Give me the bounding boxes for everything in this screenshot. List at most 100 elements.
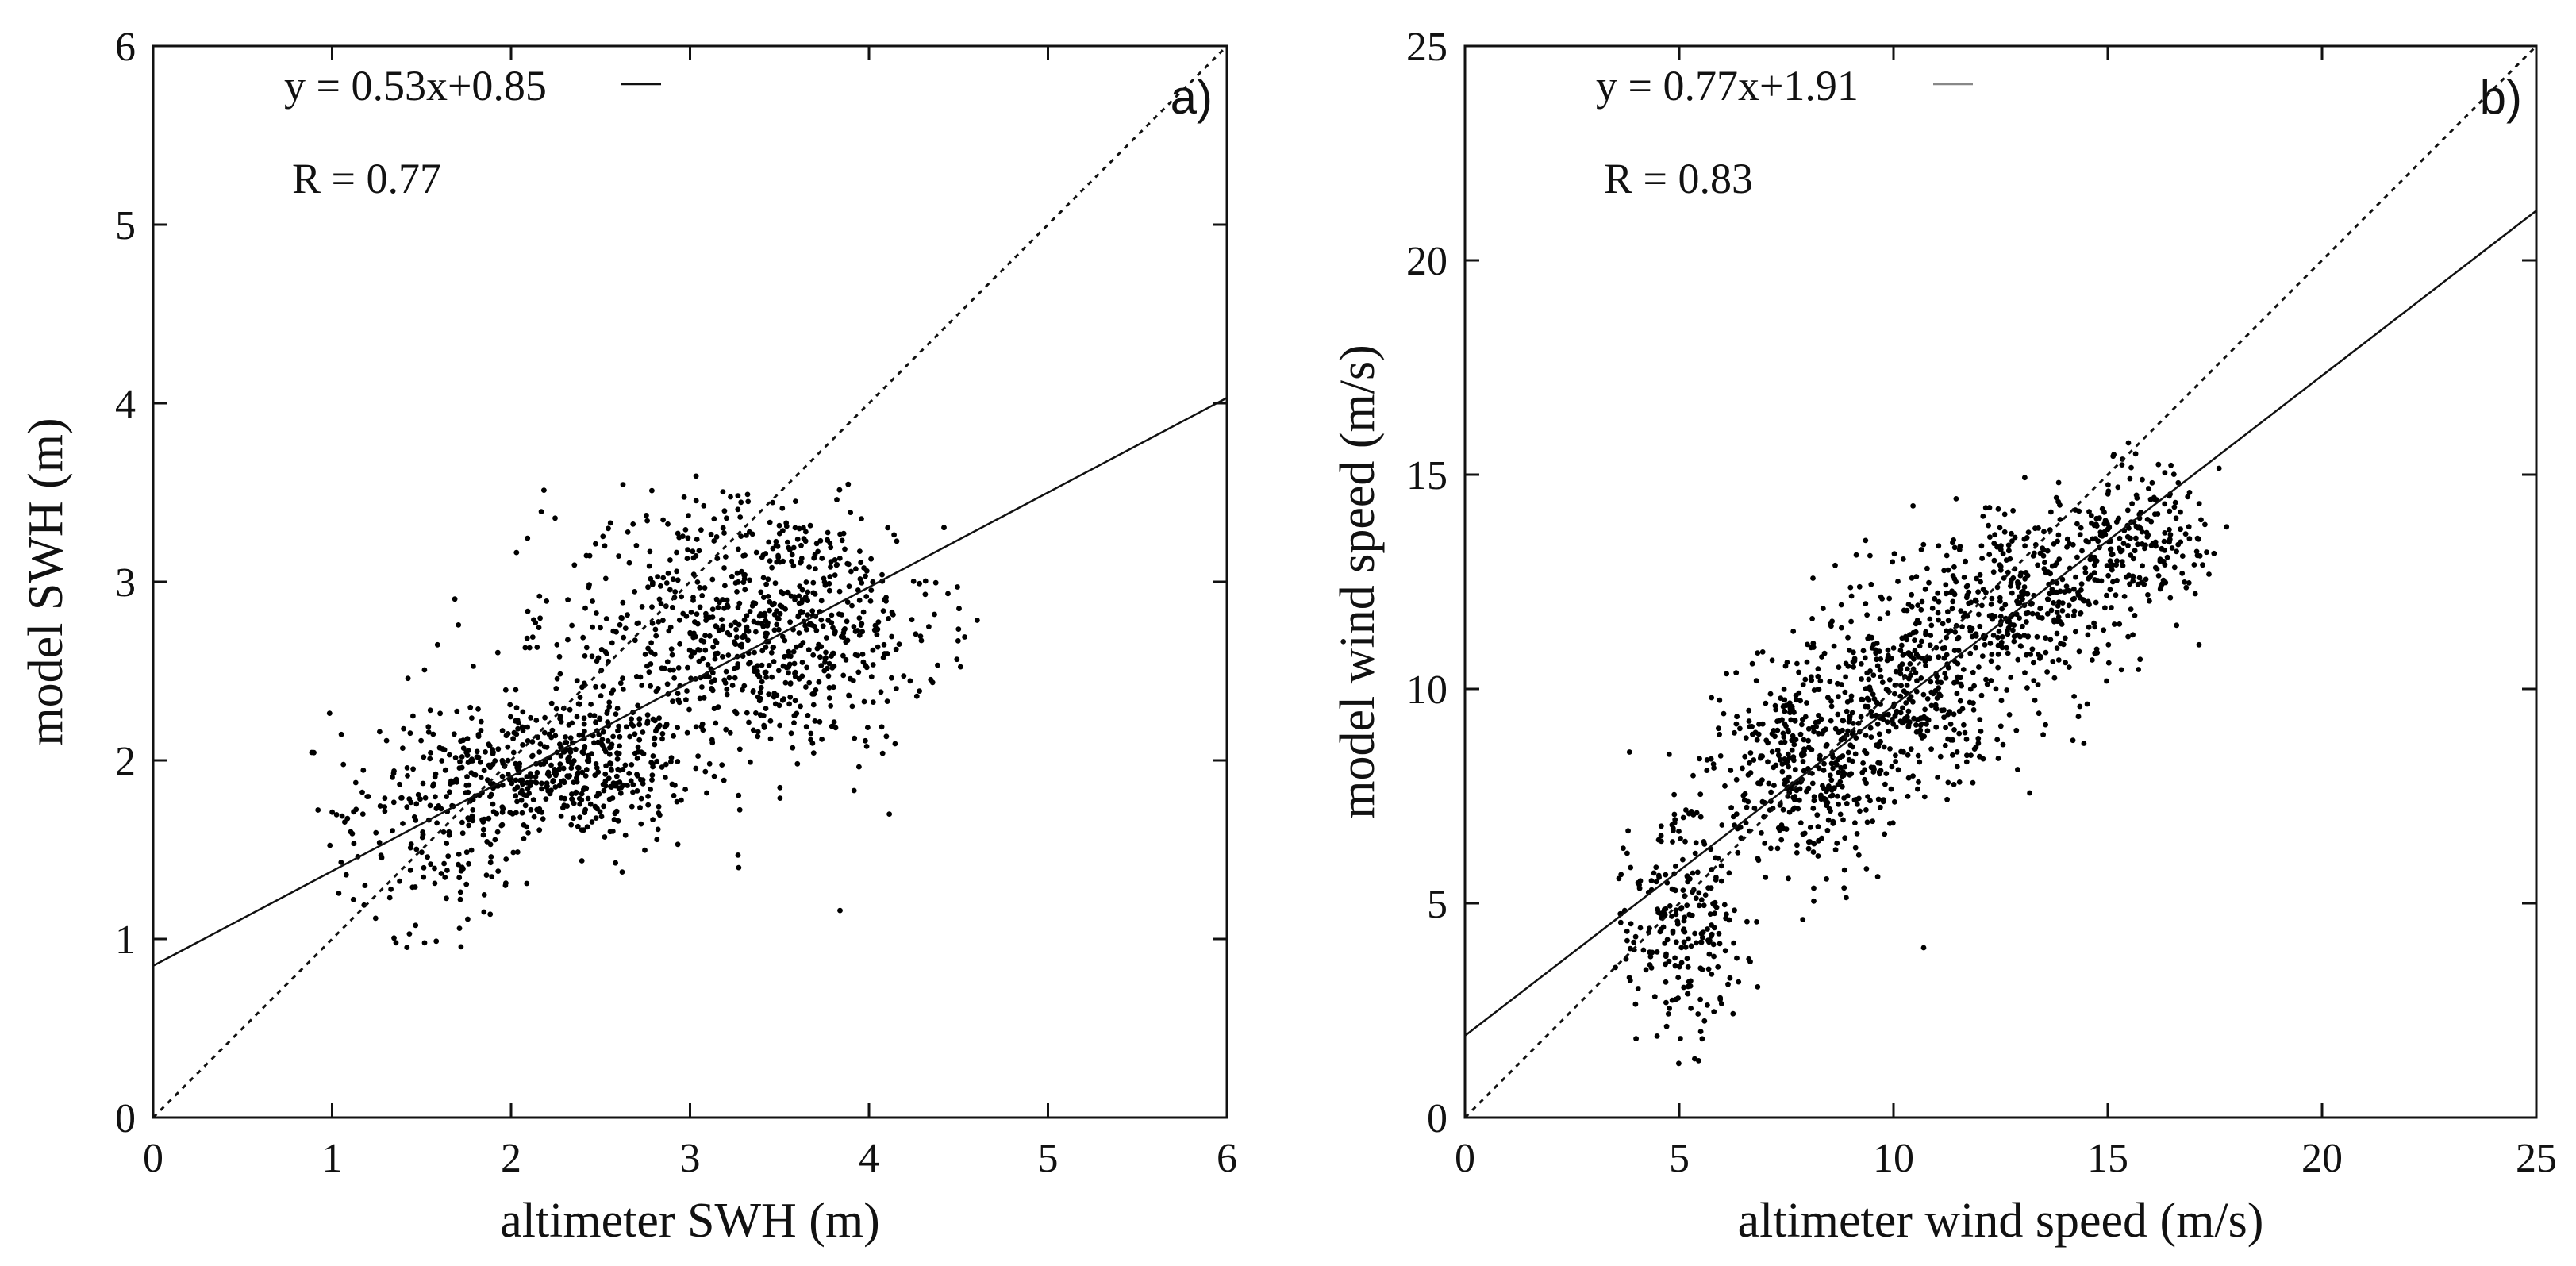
data-point-b [1653,864,1659,871]
fit-equation-a: y = 0.53x+0.85 [284,62,547,110]
data-point-b [1763,874,1769,880]
data-point-a [494,810,500,817]
data-point-a [788,653,794,660]
data-point-a [626,770,632,776]
data-point-b [1773,762,1779,768]
data-point-a [373,829,379,836]
data-point-a [709,614,716,620]
data-point-a [719,762,725,768]
data-point-b [1670,930,1676,936]
data-point-a [706,674,712,680]
data-point-a [499,810,506,815]
data-point-b [1910,773,1916,779]
data-point-a [884,651,890,656]
data-point-b [2044,596,2051,602]
data-point-b [1914,678,1920,684]
data-point-b [1933,706,1940,712]
data-point-a [548,762,554,768]
data-point-b [1733,811,1740,817]
data-point-b [2125,543,2131,548]
data-point-b [2126,572,2132,579]
data-point-b [1635,986,1641,991]
data-point-b [2091,620,2097,626]
data-point-a [762,669,768,675]
data-point-b [2049,563,2055,569]
data-point-a [879,750,886,756]
data-point-b [2023,610,2029,617]
data-point-a [617,779,623,785]
data-point-a [859,516,864,521]
data-point-a [561,779,567,786]
data-point-b [1919,721,1925,727]
data-point-b [2109,605,2114,610]
data-point-a [825,529,831,536]
data-point-a [595,739,601,745]
data-point-a [445,853,452,860]
data-point-b [1715,964,1721,970]
data-point-b [1997,595,2003,601]
data-point-a [629,762,635,768]
data-point-a [622,762,629,768]
data-point-a [432,880,438,887]
data-point-b [1800,831,1806,837]
data-point-a [569,720,575,726]
data-point-b [1840,718,1847,724]
data-point-a [382,808,388,814]
data-point-b [1658,926,1664,933]
data-point-a [738,499,744,506]
data-point-a [848,510,853,515]
data-point-b [1986,552,1993,557]
data-point-b [2182,579,2188,585]
data-point-a [467,704,474,710]
data-point-b [1971,683,1978,689]
data-point-a [636,722,643,728]
data-point-b [2101,627,2107,633]
data-point-b [1879,596,1886,602]
data-point-a [763,581,769,587]
data-point-a [694,579,701,585]
data-point-a [670,576,676,583]
data-point-b [1693,895,1699,902]
data-point-b [1941,707,1947,713]
data-point-b [2168,462,2174,468]
data-point-b [2167,539,2173,545]
data-point-a [605,719,611,725]
data-point-b [1732,729,1737,736]
data-point-a [715,605,721,610]
data-point-b [1759,649,1766,655]
data-point-b [1915,786,1920,792]
data-point-b [1954,764,1960,770]
data-point-a [554,641,560,648]
data-point-a [525,738,531,744]
scatter-points-a [309,473,980,950]
data-point-a [675,725,680,730]
data-point-a [530,797,536,802]
data-point-b [1701,841,1708,847]
data-point-b [2057,502,2063,508]
data-point-a [425,729,432,735]
data-point-a [622,832,629,838]
data-point-b [2020,588,2026,595]
data-point-b [1705,966,1712,972]
data-point-a [659,731,666,737]
data-point-a [787,547,793,553]
data-point-a [340,761,347,768]
data-point-b [2186,490,2193,495]
data-point-a [648,787,653,792]
data-point-b [2107,587,2113,593]
data-point-b [2070,596,2076,602]
data-point-a [456,622,462,628]
data-point-b [1692,930,1698,937]
data-point-a [770,645,776,651]
data-point-b [1849,758,1855,764]
data-point-b [1945,736,1951,742]
data-point-b [2009,530,2014,537]
data-point-b [2196,641,2202,648]
data-point-b [1688,943,1694,949]
data-point-a [826,587,832,594]
data-point-a [828,544,834,551]
data-point-a [412,884,418,890]
data-point-a [774,621,780,628]
data-point-b [2034,611,2040,618]
data-point-b [1864,670,1870,676]
